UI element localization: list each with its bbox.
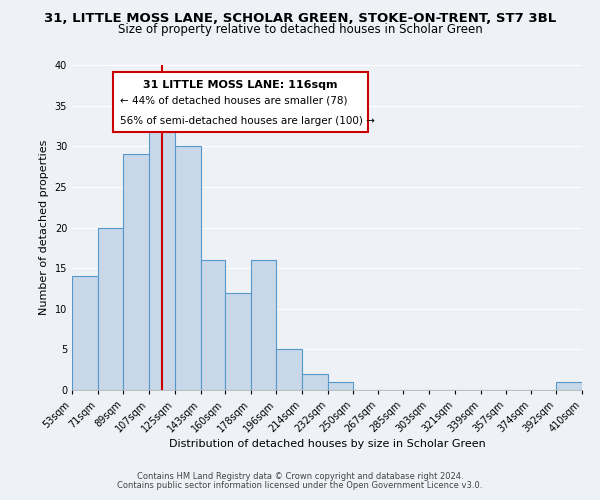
Bar xyxy=(124,154,149,390)
Text: 56% of semi-detached houses are larger (100) →: 56% of semi-detached houses are larger (… xyxy=(121,116,376,126)
Bar xyxy=(200,260,225,390)
Bar xyxy=(276,350,302,390)
Text: Contains public sector information licensed under the Open Government Licence v3: Contains public sector information licen… xyxy=(118,481,482,490)
Bar xyxy=(98,228,124,390)
Bar xyxy=(556,382,582,390)
Bar xyxy=(175,146,200,390)
Bar xyxy=(302,374,328,390)
Text: Contains HM Land Registry data © Crown copyright and database right 2024.: Contains HM Land Registry data © Crown c… xyxy=(137,472,463,481)
Text: 31, LITTLE MOSS LANE, SCHOLAR GREEN, STOKE-ON-TRENT, ST7 3BL: 31, LITTLE MOSS LANE, SCHOLAR GREEN, STO… xyxy=(44,12,556,26)
Bar xyxy=(72,276,98,390)
Text: ← 44% of detached houses are smaller (78): ← 44% of detached houses are smaller (78… xyxy=(121,96,348,106)
X-axis label: Distribution of detached houses by size in Scholar Green: Distribution of detached houses by size … xyxy=(169,440,485,450)
FancyBboxPatch shape xyxy=(113,72,368,132)
Text: Size of property relative to detached houses in Scholar Green: Size of property relative to detached ho… xyxy=(118,22,482,36)
Bar xyxy=(149,122,175,390)
Text: 31 LITTLE MOSS LANE: 116sqm: 31 LITTLE MOSS LANE: 116sqm xyxy=(143,80,338,90)
Y-axis label: Number of detached properties: Number of detached properties xyxy=(39,140,49,315)
Bar xyxy=(328,382,353,390)
Bar xyxy=(225,292,251,390)
Bar xyxy=(251,260,276,390)
